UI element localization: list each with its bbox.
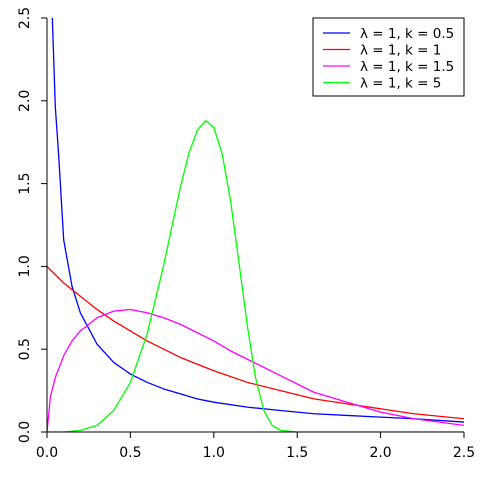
y-tick-label: 2.0 bbox=[17, 90, 33, 112]
legend-label: λ = 1, k = 1 bbox=[360, 43, 441, 59]
series-line-4 bbox=[47, 120, 464, 432]
y-tick-label: 1.5 bbox=[17, 172, 33, 194]
y-tick-label: 0.0 bbox=[17, 421, 33, 443]
series-layer bbox=[47, 18, 464, 432]
legend-label: λ = 1, k = 1.5 bbox=[360, 59, 454, 75]
x-tick-label: 2.5 bbox=[453, 445, 475, 461]
y-tick-label: 0.5 bbox=[17, 338, 33, 360]
series-line-3 bbox=[47, 308, 464, 432]
legend: λ = 1, k = 0.5λ = 1, k = 1λ = 1, k = 1.5… bbox=[312, 17, 465, 97]
axes-layer: 0.0 0.5 1.0 1.5 2.0 2.5 0.0 0.5 1.0 1.5 2.0 2.5 bbox=[17, 7, 475, 461]
x-tick-label: 1.0 bbox=[203, 445, 225, 461]
x-tick-label: 0.5 bbox=[119, 445, 141, 461]
y-tick-label: 2.5 bbox=[17, 7, 33, 29]
series-line-1 bbox=[51, 18, 464, 423]
legend-label: λ = 1, k = 0.5 bbox=[360, 26, 454, 42]
legend-label: λ = 1, k = 5 bbox=[360, 76, 441, 92]
y-tick-label: 1.0 bbox=[17, 255, 33, 277]
x-tick-label: 1.5 bbox=[286, 445, 308, 461]
series-line-2 bbox=[47, 265, 464, 420]
x-tick-label: 2.0 bbox=[369, 445, 391, 461]
x-tick-label: 0.0 bbox=[36, 445, 58, 461]
